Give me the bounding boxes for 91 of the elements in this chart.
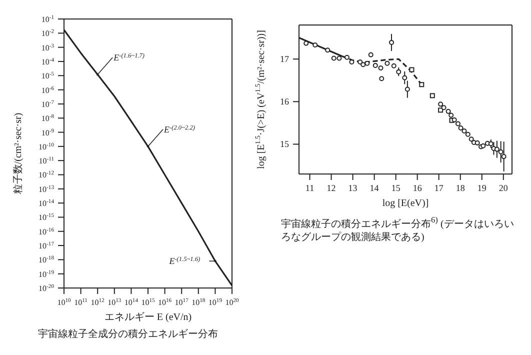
y-tick-label: 10$^{-4}$ xyxy=(41,57,54,66)
point xyxy=(488,141,494,146)
annotation: E$^{-(1.6~1.7)}$ xyxy=(112,52,145,63)
point xyxy=(389,40,394,45)
x-tick-label: 15 xyxy=(391,183,401,193)
y-tick-label: 10$^{-7}$ xyxy=(41,100,54,109)
point xyxy=(468,136,474,142)
point xyxy=(494,146,500,152)
y-tick-label: 10$^{-5}$ xyxy=(41,72,54,81)
annotation: E$^{-(1.5~1.6)}$ xyxy=(168,256,200,266)
point xyxy=(474,140,480,146)
point xyxy=(384,60,390,66)
y-axis-title: 粒子数/(cm²·sec·sr) xyxy=(13,112,24,194)
point xyxy=(501,154,506,160)
point xyxy=(360,62,366,68)
y-tick-label: 10$^{-2}$ xyxy=(41,29,54,38)
point xyxy=(336,56,342,61)
y-tick-label: 16 xyxy=(280,96,290,107)
point xyxy=(455,121,460,126)
x-axis-title: エネルギー E (eV/n) xyxy=(104,311,192,323)
y-tick-label: 10$^{-14}$ xyxy=(38,199,54,208)
x-tick-label: 16 xyxy=(412,183,422,193)
chart-title: 宇宙線粒子の積分エネルギー分布$^{6)}$ (データはいろいろなグループの観測結果である) xyxy=(281,216,514,244)
point xyxy=(438,102,444,107)
point xyxy=(462,128,467,134)
x-tick-label: 10$^{14}$ xyxy=(124,298,138,307)
x-tick-label: 14 xyxy=(370,183,380,193)
y-tick-label: 10$^{-15}$ xyxy=(38,213,54,222)
y-tick-label: 10$^{-10}$ xyxy=(38,142,54,152)
point xyxy=(452,117,457,122)
y-tick-label: 10$^{-1}$ xyxy=(41,15,54,24)
point xyxy=(404,86,410,92)
y-tick-label: 10$^{-17}$ xyxy=(38,242,54,251)
point xyxy=(364,60,370,66)
point xyxy=(378,65,384,70)
y-tick-label: 15 xyxy=(280,139,290,150)
y-tick-label: 10$^{-11}$ xyxy=(38,156,54,166)
y-tick-label: 10$^{-9}$ xyxy=(41,128,54,138)
y-tick-label: 10$^{-12}$ xyxy=(38,170,54,180)
point xyxy=(465,132,470,137)
x-tick-label: 10$^{13}$ xyxy=(108,298,122,307)
point xyxy=(448,112,454,118)
x-tick-label: 11 xyxy=(305,183,314,193)
x-axis-title: log [E(eV)] xyxy=(382,198,429,209)
point xyxy=(325,48,330,53)
point xyxy=(409,67,414,72)
x-tick-label: 10$^{15}$ xyxy=(141,298,155,307)
point xyxy=(372,62,378,68)
point xyxy=(391,63,396,68)
y-tick-label: 10$^{-19}$ xyxy=(38,270,54,279)
point xyxy=(396,69,402,74)
point xyxy=(331,56,336,61)
x-tick-label: 18 xyxy=(456,183,466,193)
x-tick-label: 10$^{17}$ xyxy=(174,298,189,307)
point xyxy=(379,76,384,82)
point xyxy=(430,93,435,98)
y-tick-label: 10$^{-20}$ xyxy=(38,284,54,293)
point xyxy=(458,126,464,131)
point xyxy=(438,108,444,113)
x-tick-label: 17 xyxy=(434,183,444,193)
x-tick-label: 19 xyxy=(477,183,487,193)
y-tick-label: 10$^{-16}$ xyxy=(38,227,54,236)
x-tick-label: 20 xyxy=(498,183,508,193)
x-tick-label: 10$^{20}$ xyxy=(225,298,239,307)
y-tick-label: 10$^{-13}$ xyxy=(38,184,54,194)
point xyxy=(402,75,408,80)
point xyxy=(441,105,446,110)
point xyxy=(419,82,424,88)
point xyxy=(358,60,363,65)
y-tick-label: 10$^{-8}$ xyxy=(41,114,54,124)
point xyxy=(349,60,354,65)
y-tick-label: 17 xyxy=(280,54,290,64)
annotation: E$^{-(2.0~2.2)}$ xyxy=(163,124,195,134)
text: 宇宙線粒子全成分の積分エネルギー分布 xyxy=(38,329,218,340)
x-tick-label: 12 xyxy=(326,183,336,193)
point xyxy=(304,40,309,46)
x-tick-label: 10$^{11}$ xyxy=(74,298,88,307)
x-tick-label: 10$^{10}$ xyxy=(57,298,71,307)
y-tick-label: 10$^{-3}$ xyxy=(41,43,54,52)
point xyxy=(498,149,504,154)
point xyxy=(312,42,318,48)
x-tick-label: 10$^{19}$ xyxy=(208,298,222,307)
point xyxy=(446,108,451,114)
x-tick-label: 10$^{12}$ xyxy=(90,298,105,307)
x-tick-label: 10$^{16}$ xyxy=(158,298,172,307)
point xyxy=(368,52,374,58)
x-tick-label: 13 xyxy=(348,183,358,193)
point xyxy=(344,54,350,60)
x-tick-label: 10$^{18}$ xyxy=(192,298,206,307)
y-tick-label: 10$^{-18}$ xyxy=(38,256,54,265)
y-tick-label: 10$^{-6}$ xyxy=(41,86,54,95)
